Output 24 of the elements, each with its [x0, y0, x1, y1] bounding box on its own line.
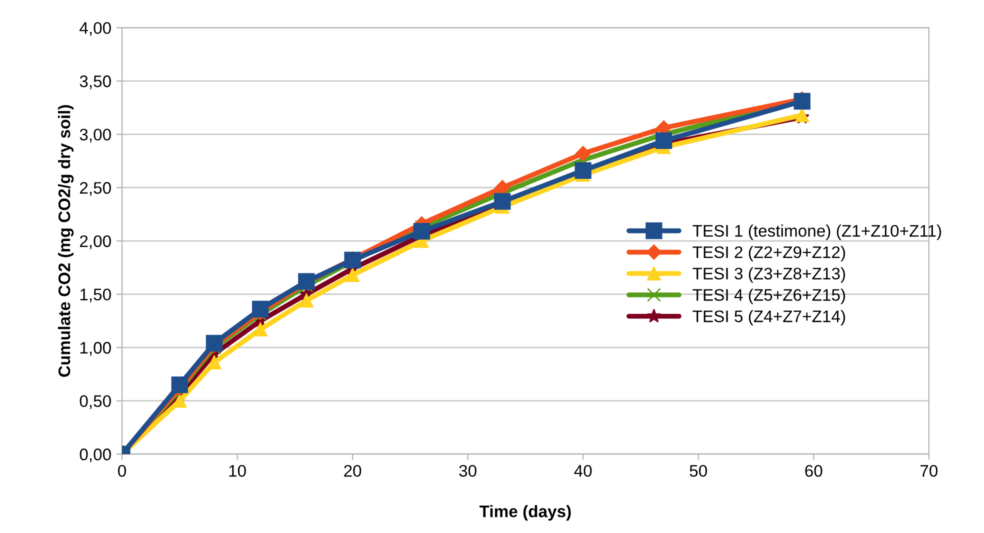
y-axis-title: Cumulate CO2 (mg CO2/g dry soil): [58, 105, 74, 377]
legend-label: TESI 4 (Z5+Z6+Z15): [692, 288, 846, 304]
x-tick-label: 30: [459, 464, 476, 477]
y-tick-label: 0,00: [80, 448, 111, 462]
x-tick-label: 0: [118, 464, 126, 477]
x-tick-label: 10: [229, 464, 246, 477]
x-tick-label: 60: [805, 464, 822, 477]
y-tick-label: 4,00: [80, 22, 111, 36]
legend-label: TESI 1 (testimone) (Z1+Z10+Z11): [692, 224, 942, 240]
x-tick-label: 40: [574, 464, 592, 477]
y-tick-label: 1,50: [80, 288, 111, 302]
legend-label: TESI 3 (Z3+Z8+Z13): [692, 267, 846, 283]
y-tick-label: 2,50: [80, 182, 111, 196]
x-tick-label: 20: [344, 464, 362, 477]
y-tick-label: 0,50: [80, 395, 111, 409]
x-axis-title: Time (days): [479, 505, 571, 521]
legend-label: TESI 2 (Z2+Z9+Z12): [692, 246, 846, 262]
legend-label: TESI 5 (Z4+Z7+Z14): [692, 310, 846, 326]
x-tick-label: 70: [920, 464, 938, 477]
y-tick-label: 2,00: [80, 235, 111, 250]
y-tick-label: 3,50: [80, 75, 111, 90]
y-tick-label: 3,00: [80, 128, 111, 142]
y-tick-label: 1,00: [80, 342, 111, 356]
x-tick-label: 50: [690, 464, 707, 477]
